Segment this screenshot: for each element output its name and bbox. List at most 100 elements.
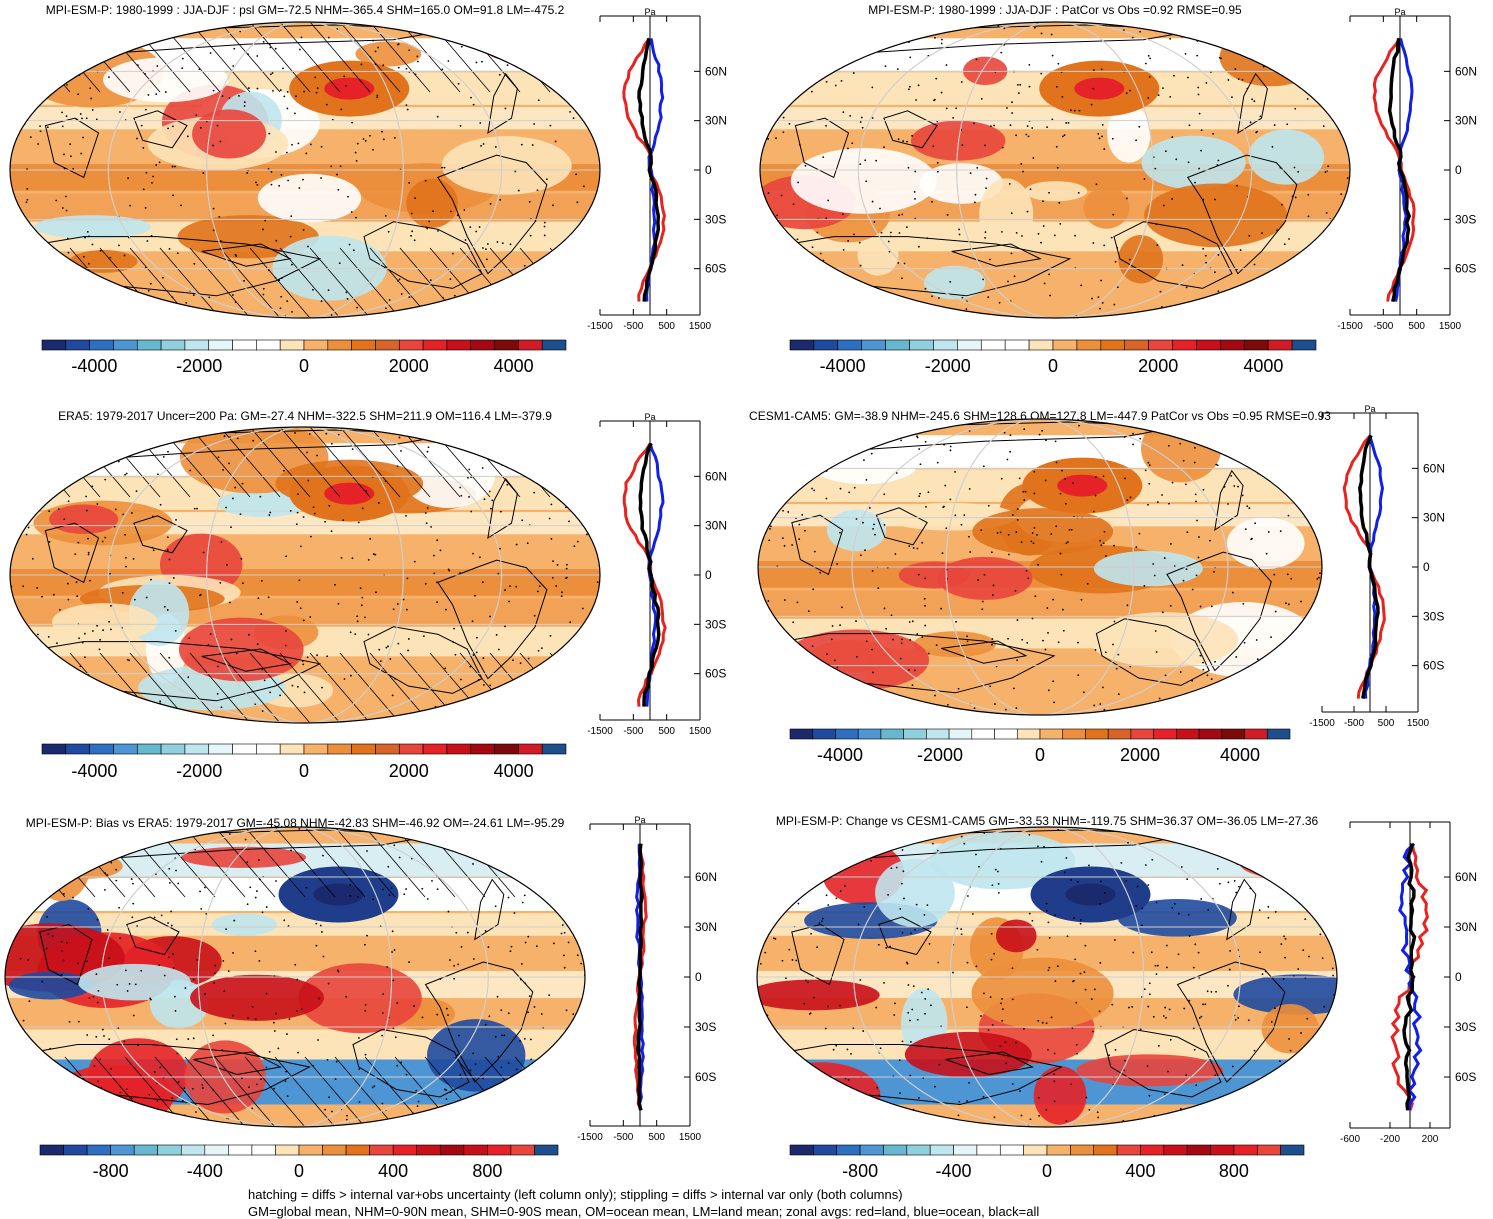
stipple-dot <box>580 430 583 433</box>
stipple-dot <box>835 1044 838 1047</box>
stipple-dot <box>84 236 86 239</box>
stipple-dot <box>1103 892 1106 894</box>
stipple-dot <box>231 294 234 296</box>
stipple-dot <box>1020 1114 1023 1117</box>
stipple-dot <box>177 435 180 438</box>
colorbar-tick-label: 2000 <box>389 761 429 781</box>
stipple-dot <box>761 313 763 316</box>
stipple-dot <box>273 1087 276 1090</box>
stipple-dot <box>965 308 968 310</box>
stipple-dot <box>916 436 919 439</box>
stipple-dot <box>981 608 984 611</box>
colorbar-swatch <box>1233 1144 1258 1156</box>
stipple-dot <box>909 1019 911 1022</box>
stipple-dot <box>556 564 559 566</box>
stipple-dot <box>523 894 526 897</box>
anomaly-blob <box>181 846 307 868</box>
stipple-dot <box>1256 52 1259 55</box>
stipple-dot <box>408 49 411 52</box>
stipple-dot <box>61 314 64 317</box>
stipple-dot <box>528 702 531 705</box>
zonal-y-label: 60S <box>705 262 726 276</box>
anomaly-blob <box>1107 105 1151 163</box>
stipple-dot <box>983 573 986 576</box>
colorbar-swatch <box>1291 339 1317 351</box>
stipple-dot <box>1195 500 1197 503</box>
stipple-dot <box>297 142 300 145</box>
stipple-dot <box>861 126 864 129</box>
stipple-dot <box>192 294 195 296</box>
stipple-dot <box>909 638 912 641</box>
stipple-dot <box>286 300 289 303</box>
stipple-dot <box>299 607 302 610</box>
colorbar-swatch <box>439 1144 465 1156</box>
stipple-dot <box>596 501 599 504</box>
stipple-dot <box>119 937 122 940</box>
stipple-dot <box>773 23 776 26</box>
stipple-dot <box>936 170 939 173</box>
stipple-dot <box>284 1080 287 1083</box>
anomaly-blob <box>1219 28 1323 87</box>
anomaly-blob <box>177 215 319 259</box>
stipple-dot <box>997 24 1000 27</box>
stipple-dot <box>1162 87 1164 90</box>
stipple-dot <box>167 127 169 130</box>
stipple-dot <box>871 200 874 203</box>
stipple-dot <box>510 457 513 459</box>
zonal-y-label: 60S <box>705 667 726 681</box>
stipple-dot <box>1126 499 1129 501</box>
stipple-dot <box>369 134 371 137</box>
stipple-dot <box>934 36 936 39</box>
stipple-dot <box>392 1027 395 1030</box>
stipple-dot <box>969 551 972 553</box>
stipple-dot <box>1154 630 1157 632</box>
stipple-dot <box>994 703 996 705</box>
stipple-dot <box>1040 241 1042 244</box>
stipple-dot <box>199 890 201 893</box>
stipple-dot <box>326 655 329 658</box>
stipple-dot <box>1282 978 1285 980</box>
colorbar-swatch <box>136 743 162 755</box>
stipple-dot <box>389 658 392 660</box>
colorbar-swatch <box>541 743 567 755</box>
stipple-dot <box>1248 234 1251 237</box>
stipple-dot <box>915 903 918 906</box>
stipple-dot <box>822 156 825 159</box>
stipple-dot <box>405 514 407 517</box>
stipple-dot <box>346 1114 348 1117</box>
stipple-dot <box>1088 1108 1091 1111</box>
stipple-dot <box>209 633 212 635</box>
zonal-x-label: 500 <box>648 1132 665 1143</box>
stipple-dot <box>402 598 405 601</box>
stipple-dot <box>819 47 822 50</box>
stipple-dot <box>1017 92 1020 95</box>
stipple-dot <box>974 193 977 196</box>
anomaly-blob <box>995 919 1037 953</box>
stipple-dot <box>540 647 543 650</box>
stipple-dot <box>568 520 570 523</box>
stipple-dot <box>175 869 177 872</box>
hatch-line <box>159 652 221 723</box>
colorbar-swatch <box>41 743 67 755</box>
stipple-dot <box>19 75 22 77</box>
stipple-dot <box>575 1115 578 1118</box>
stipple-dot <box>134 983 137 986</box>
stipple-dot <box>447 568 450 571</box>
footnote-hatching: hatching = diffs > internal var+obs unce… <box>248 1187 903 1202</box>
stipple-dot <box>1125 197 1128 200</box>
stipple-dot <box>147 289 150 292</box>
stipple-dot <box>277 1047 280 1050</box>
stipple-dot <box>492 1100 495 1103</box>
stipple-dot <box>449 278 452 281</box>
stipple-dot <box>540 1013 543 1015</box>
stipple-dot <box>1200 129 1203 132</box>
stipple-dot <box>296 978 299 981</box>
stipple-dot <box>859 979 862 981</box>
stipple-dot <box>1132 951 1135 954</box>
zonal-band <box>760 251 1350 296</box>
stipple-dot <box>478 556 481 559</box>
stipple-dot <box>1302 949 1305 952</box>
stipple-dot <box>313 512 316 515</box>
stipple-dot <box>480 844 483 847</box>
